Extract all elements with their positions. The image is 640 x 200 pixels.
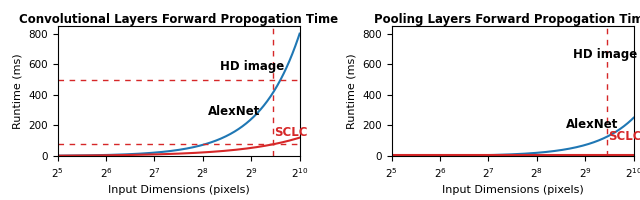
Y-axis label: Runtime (ms): Runtime (ms) [347, 53, 356, 129]
Text: AlexNet: AlexNet [207, 105, 260, 118]
X-axis label: Input Dimensions (pixels): Input Dimensions (pixels) [442, 185, 584, 195]
Text: SCLC: SCLC [275, 126, 308, 139]
Y-axis label: Runtime (ms): Runtime (ms) [13, 53, 22, 129]
Title: Pooling Layers Forward Propogation Time: Pooling Layers Forward Propogation Time [374, 13, 640, 26]
Text: HD image: HD image [220, 60, 284, 73]
X-axis label: Input Dimensions (pixels): Input Dimensions (pixels) [108, 185, 250, 195]
Text: AlexNet: AlexNet [566, 118, 618, 131]
Text: SCLC: SCLC [609, 130, 640, 143]
Text: HD image: HD image [573, 48, 637, 61]
Title: Convolutional Layers Forward Propogation Time: Convolutional Layers Forward Propogation… [19, 13, 338, 26]
